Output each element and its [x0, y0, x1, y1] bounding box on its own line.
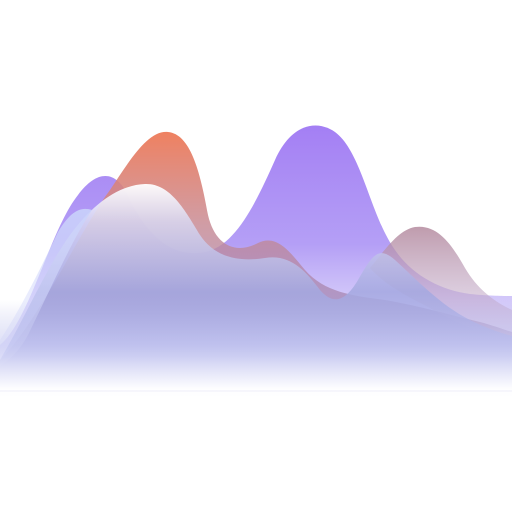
bottom-haze [0, 300, 512, 390]
